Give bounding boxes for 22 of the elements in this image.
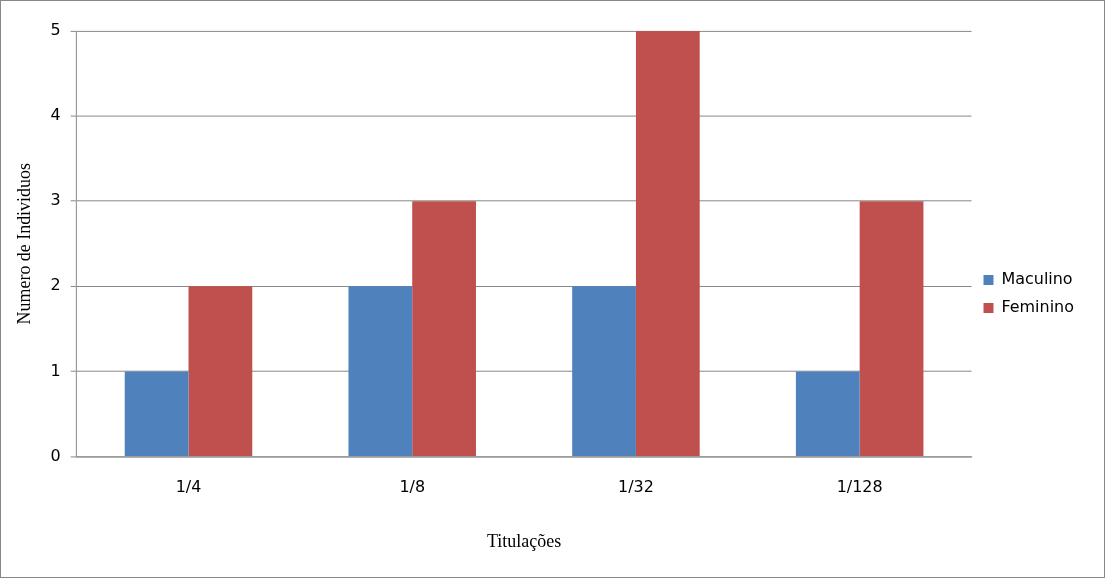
bar — [124, 371, 189, 457]
y-tick-label: 0 — [50, 445, 61, 465]
y-axis-title: Numero de Individuos — [14, 163, 35, 325]
y-tick-label: 5 — [50, 20, 61, 40]
y-tick-label: 3 — [50, 190, 61, 210]
x-tick-label: 1/128 — [836, 477, 883, 497]
bar — [348, 286, 413, 457]
y-tick-label: 1 — [50, 360, 61, 380]
x-tick-label: 1/4 — [175, 477, 202, 497]
x-tick-label: 1/32 — [618, 477, 654, 497]
legend-label: Feminino — [1001, 297, 1074, 317]
bar — [635, 30, 700, 457]
bar — [795, 371, 860, 457]
x-tick-label: 1/8 — [399, 477, 426, 497]
bar — [412, 201, 476, 457]
bar — [859, 201, 924, 457]
x-axis-title: Titulações — [487, 531, 562, 552]
y-tick-label: 4 — [50, 105, 61, 125]
bar — [572, 286, 636, 457]
bar — [188, 286, 253, 457]
y-tick-label: 2 — [50, 275, 61, 295]
legend-label: Maculino — [1001, 269, 1073, 289]
